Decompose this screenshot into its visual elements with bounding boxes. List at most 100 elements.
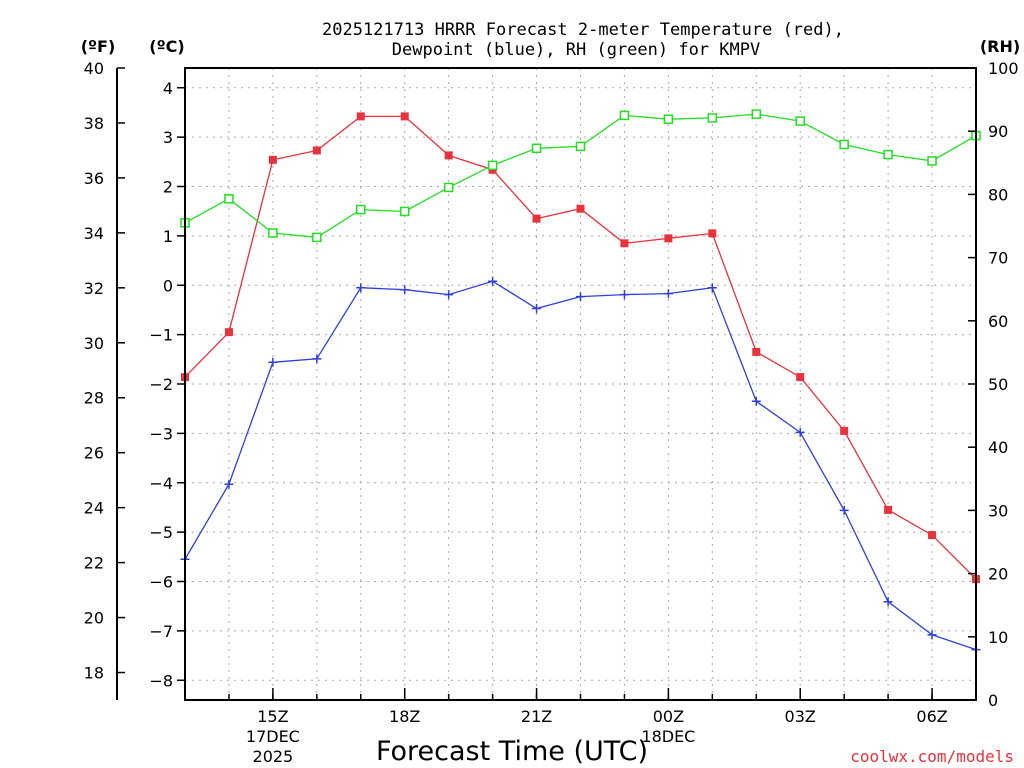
- dewpoint-point: [927, 630, 937, 640]
- celsius-tick-label: −6: [149, 573, 173, 592]
- dewpoint-point: [707, 283, 717, 293]
- fahrenheit-tick-label: 24: [84, 499, 104, 518]
- x-tick-date: 17DEC: [246, 727, 300, 746]
- rh-tick-label: 40: [988, 438, 1008, 457]
- fahrenheit-tick-label: 32: [84, 279, 104, 298]
- x-tick-label: 06Z: [916, 707, 947, 726]
- relative-humidity-point: [795, 116, 805, 126]
- chart-title-line-1: 2025121713 HRRR Forecast 2-meter Tempera…: [322, 20, 844, 40]
- relative-humidity-point: [839, 139, 849, 150]
- 2-meter-temperature-point: [796, 373, 805, 382]
- fahrenheit-tick-label: 18: [84, 664, 104, 683]
- x-tick-label: 00Z: [653, 707, 684, 726]
- x-tick-label: 03Z: [785, 707, 816, 726]
- fahrenheit-tick-label: 30: [84, 334, 104, 353]
- 2-meter-temperature-point: [840, 426, 849, 435]
- dewpoint-series: [180, 276, 981, 655]
- 2-meter-temperature-point: [224, 328, 233, 337]
- x-axis-label: Forecast Time (UTC): [376, 736, 648, 767]
- rh-tick-label: 90: [988, 122, 1008, 141]
- chart-title-line-2: Dewpoint (blue), RH (green) for KMPV: [392, 40, 760, 60]
- dewpoint-point: [400, 285, 410, 295]
- fahrenheit-tick-label: 36: [84, 169, 104, 188]
- celsius-tick-label: −5: [149, 523, 173, 542]
- 2-meter-temperature-point: [620, 239, 629, 248]
- relative-humidity-series: [180, 109, 981, 243]
- axes: [116, 67, 977, 701]
- 2-meter-temperature-point: [312, 146, 321, 155]
- dewpoint-point: [619, 290, 629, 300]
- dewpoint-point: [312, 354, 322, 364]
- relative-humidity-point: [663, 114, 674, 124]
- fahrenheit-tick-label: 40: [84, 59, 104, 78]
- relative-humidity-point: [531, 143, 542, 154]
- rh-tick-label: 10: [988, 628, 1008, 647]
- relative-humidity-point: [443, 182, 454, 193]
- celsius-tick-label: −8: [149, 671, 173, 690]
- credit-text: coolwx.com/models: [850, 747, 1014, 766]
- rh-unit-label: (RH): [980, 37, 1020, 56]
- dewpoint-point: [663, 289, 673, 299]
- rh-tick-label: 60: [988, 312, 1008, 331]
- fahrenheit-tick-label: 22: [84, 554, 104, 573]
- fahrenheit-tick-label: 20: [84, 609, 104, 628]
- fahrenheit-tick-label: 28: [84, 389, 104, 408]
- 2-meter-temperature-point: [400, 112, 409, 121]
- 2-meter-temperature-point: [664, 234, 673, 243]
- dewpoint-point: [839, 505, 849, 515]
- relative-humidity-point: [927, 156, 937, 166]
- relative-humidity-point: [356, 204, 366, 215]
- dewpoint-point: [532, 303, 542, 313]
- celsius-unit-label: (ºC): [149, 37, 184, 56]
- rh-tick-label: 70: [988, 249, 1008, 268]
- dewpoint-point: [751, 396, 761, 406]
- dewpoint-point: [224, 479, 234, 489]
- rh-tick-label: 0: [988, 691, 998, 710]
- relative-humidity-point: [575, 141, 586, 152]
- dewpoint-point: [883, 597, 893, 607]
- dewpoint-point: [795, 427, 805, 437]
- 2-meter-temperature-point: [708, 229, 717, 238]
- relative-humidity-point: [883, 149, 893, 160]
- fahrenheit-tick-label: 34: [84, 224, 104, 243]
- x-tick-label: 15Z: [257, 707, 288, 726]
- fahrenheit-tick-label: 26: [84, 444, 104, 463]
- 2-meter-temperature-point: [928, 531, 937, 540]
- fahrenheit-unit-label: (ºF): [81, 37, 116, 56]
- 2-meter-temperature-point: [268, 155, 277, 164]
- relative-humidity-point: [312, 232, 322, 243]
- celsius-tick-label: 1: [163, 227, 173, 246]
- dewpoint-point: [576, 292, 585, 302]
- relative-humidity-point: [224, 194, 234, 204]
- dewpoint-point: [268, 357, 278, 367]
- celsius-tick-label: −3: [149, 424, 173, 443]
- 2-meter-temperature-point: [532, 214, 541, 223]
- rh-tick-label: 100: [988, 59, 1019, 78]
- gridlines: [184, 68, 977, 700]
- dewpoint-point: [356, 283, 366, 293]
- celsius-tick-label: −2: [149, 375, 173, 394]
- celsius-tick-label: 0: [163, 276, 173, 295]
- relative-humidity-point: [399, 206, 410, 217]
- x-tick-year: 2025: [253, 747, 294, 766]
- fahrenheit-tick-label: 38: [84, 114, 104, 133]
- 2-meter-temperature-point: [444, 151, 453, 160]
- tick-labels: −8−7−6−5−4−3−2−1012341820222426283032343…: [84, 59, 1019, 766]
- 2-meter-temperature-point: [752, 347, 761, 356]
- rh-tick-label: 80: [988, 185, 1008, 204]
- 2-meter-temperature-point: [356, 112, 365, 121]
- celsius-tick-label: 2: [163, 178, 173, 197]
- 2-meter-temperature-point: [576, 204, 585, 213]
- rh-tick-label: 20: [988, 565, 1008, 584]
- celsius-tick-label: −7: [149, 622, 173, 641]
- dewpoint-point: [488, 276, 498, 286]
- celsius-tick-label: 3: [163, 128, 173, 147]
- relative-humidity-point: [751, 109, 762, 119]
- 2-meter-temperature-series: [181, 112, 980, 584]
- x-tick-date: 18DEC: [641, 727, 695, 746]
- 2-meter-temperature-point: [884, 505, 893, 514]
- relative-humidity-point: [707, 113, 718, 123]
- relative-humidity-point: [619, 110, 630, 121]
- celsius-tick-label: 4: [163, 79, 173, 98]
